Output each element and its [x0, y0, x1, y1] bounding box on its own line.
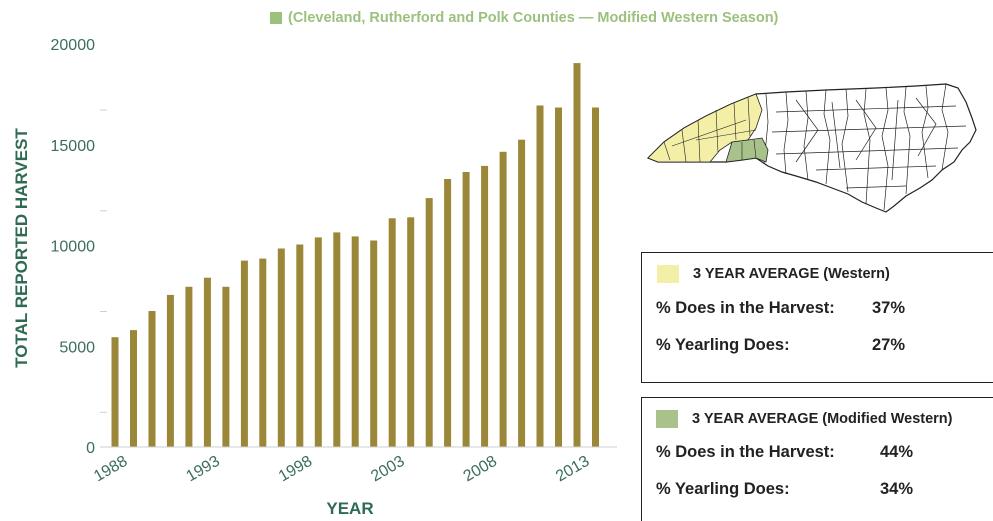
bar-2001 [351, 236, 359, 447]
bar-2010 [518, 139, 526, 447]
western-counties-region [647, 93, 763, 163]
legend-modified-western: (Cleveland, Rutherford and Polk Counties… [270, 8, 778, 28]
box1-header: 3 YEAR AVERAGE (Western) [657, 265, 993, 283]
bar-1992 [185, 286, 193, 447]
county-lines [745, 83, 967, 211]
bar-1990 [148, 311, 156, 447]
y-ticks-group: 0 5000 10000 15000 20000 [51, 37, 107, 457]
y-tick-label: 5000 [59, 339, 95, 356]
x-tick-label: 2008 [461, 453, 500, 486]
box2-header: 3 YEAR AVERAGE (Modified Western) [656, 410, 993, 428]
y-tick-label: 20000 [51, 37, 96, 54]
bar-2007 [462, 172, 470, 447]
y-tick-label: 15000 [51, 138, 96, 155]
bar-2013 [573, 63, 581, 447]
bar-1996 [259, 258, 267, 447]
bar-2014 [592, 107, 599, 447]
box1-row-value: 37% [872, 299, 906, 317]
legend-label: (Cleveland, Rutherford and Polk Counties… [288, 10, 779, 26]
modified-swatch [656, 410, 678, 428]
y-tick-label: 0 [86, 440, 95, 457]
bar-2009 [499, 151, 507, 448]
bar-2003 [388, 218, 396, 447]
bar-1995 [240, 260, 248, 447]
bar-1988 [111, 337, 119, 447]
box2-row-does: % Does in the Harvest: 44% [656, 443, 993, 462]
box2-row-yearling: % Yearling Does: 34% [656, 480, 993, 499]
x-tick-label: 1988 [91, 453, 130, 486]
north-carolina-map [646, 83, 977, 213]
x-axis-label: YEAR [326, 499, 373, 518]
y-tick-label: 10000 [51, 239, 96, 256]
bar-1989 [130, 330, 137, 447]
bars-group [111, 63, 599, 448]
bar-1994 [222, 286, 230, 447]
modified-county-lines [741, 139, 757, 160]
bar-1998 [296, 244, 304, 447]
box1-row-does: % Does in the Harvest: 37% [656, 299, 993, 318]
bar-2012 [555, 107, 562, 447]
modified-western-counties-region [725, 137, 769, 163]
x-tick-label: 1993 [183, 453, 222, 486]
bar-1997 [277, 248, 285, 447]
western-county-lines [663, 96, 757, 163]
x-tick-label: 1998 [276, 453, 315, 486]
bar-1993 [203, 277, 211, 447]
box1-row-yearling: % Yearling Does: 27% [656, 336, 993, 355]
bar-2011 [536, 105, 544, 447]
bar-1999 [314, 237, 322, 447]
bar-1991 [166, 294, 174, 447]
bar-2008 [481, 165, 489, 447]
box1-title: 3 YEAR AVERAGE (Western) [693, 266, 890, 282]
legend-swatch-modified [270, 12, 282, 24]
three-year-average-western-box: 3 YEAR AVERAGE (Western) % Does in the H… [641, 252, 993, 383]
y-axis-label: TOTAL REPORTED HARVEST [12, 128, 31, 368]
x-tick-label: 2003 [368, 453, 407, 486]
x-tick-label: 2013 [553, 453, 592, 486]
box1-row-label: % Yearling Does: [656, 336, 790, 354]
bar-2006 [444, 179, 452, 447]
bar-2005 [425, 198, 433, 447]
western-swatch [657, 265, 679, 283]
box2-title: 3 YEAR AVERAGE (Modified Western) [692, 411, 953, 427]
harvest-bar-chart: 0 5000 10000 15000 20000 1988 1993 1998 2003 200… [12, 37, 617, 518]
bar-2000 [333, 232, 341, 447]
box2-row-value: 34% [880, 480, 914, 498]
box1-row-value: 27% [872, 336, 906, 354]
bar-2002 [370, 240, 378, 447]
x-ticks-group: 1988 1993 1998 2003 2008 2013 [91, 453, 592, 486]
bar-2004 [407, 217, 415, 447]
box2-row-value: 44% [880, 443, 914, 461]
box1-row-label: % Does in the Harvest: [656, 299, 835, 317]
three-year-average-modified-western-box: 3 YEAR AVERAGE (Modified Western) % Does… [641, 397, 993, 521]
box2-row-label: % Does in the Harvest: [656, 443, 835, 461]
box2-row-label: % Yearling Does: [656, 480, 790, 498]
